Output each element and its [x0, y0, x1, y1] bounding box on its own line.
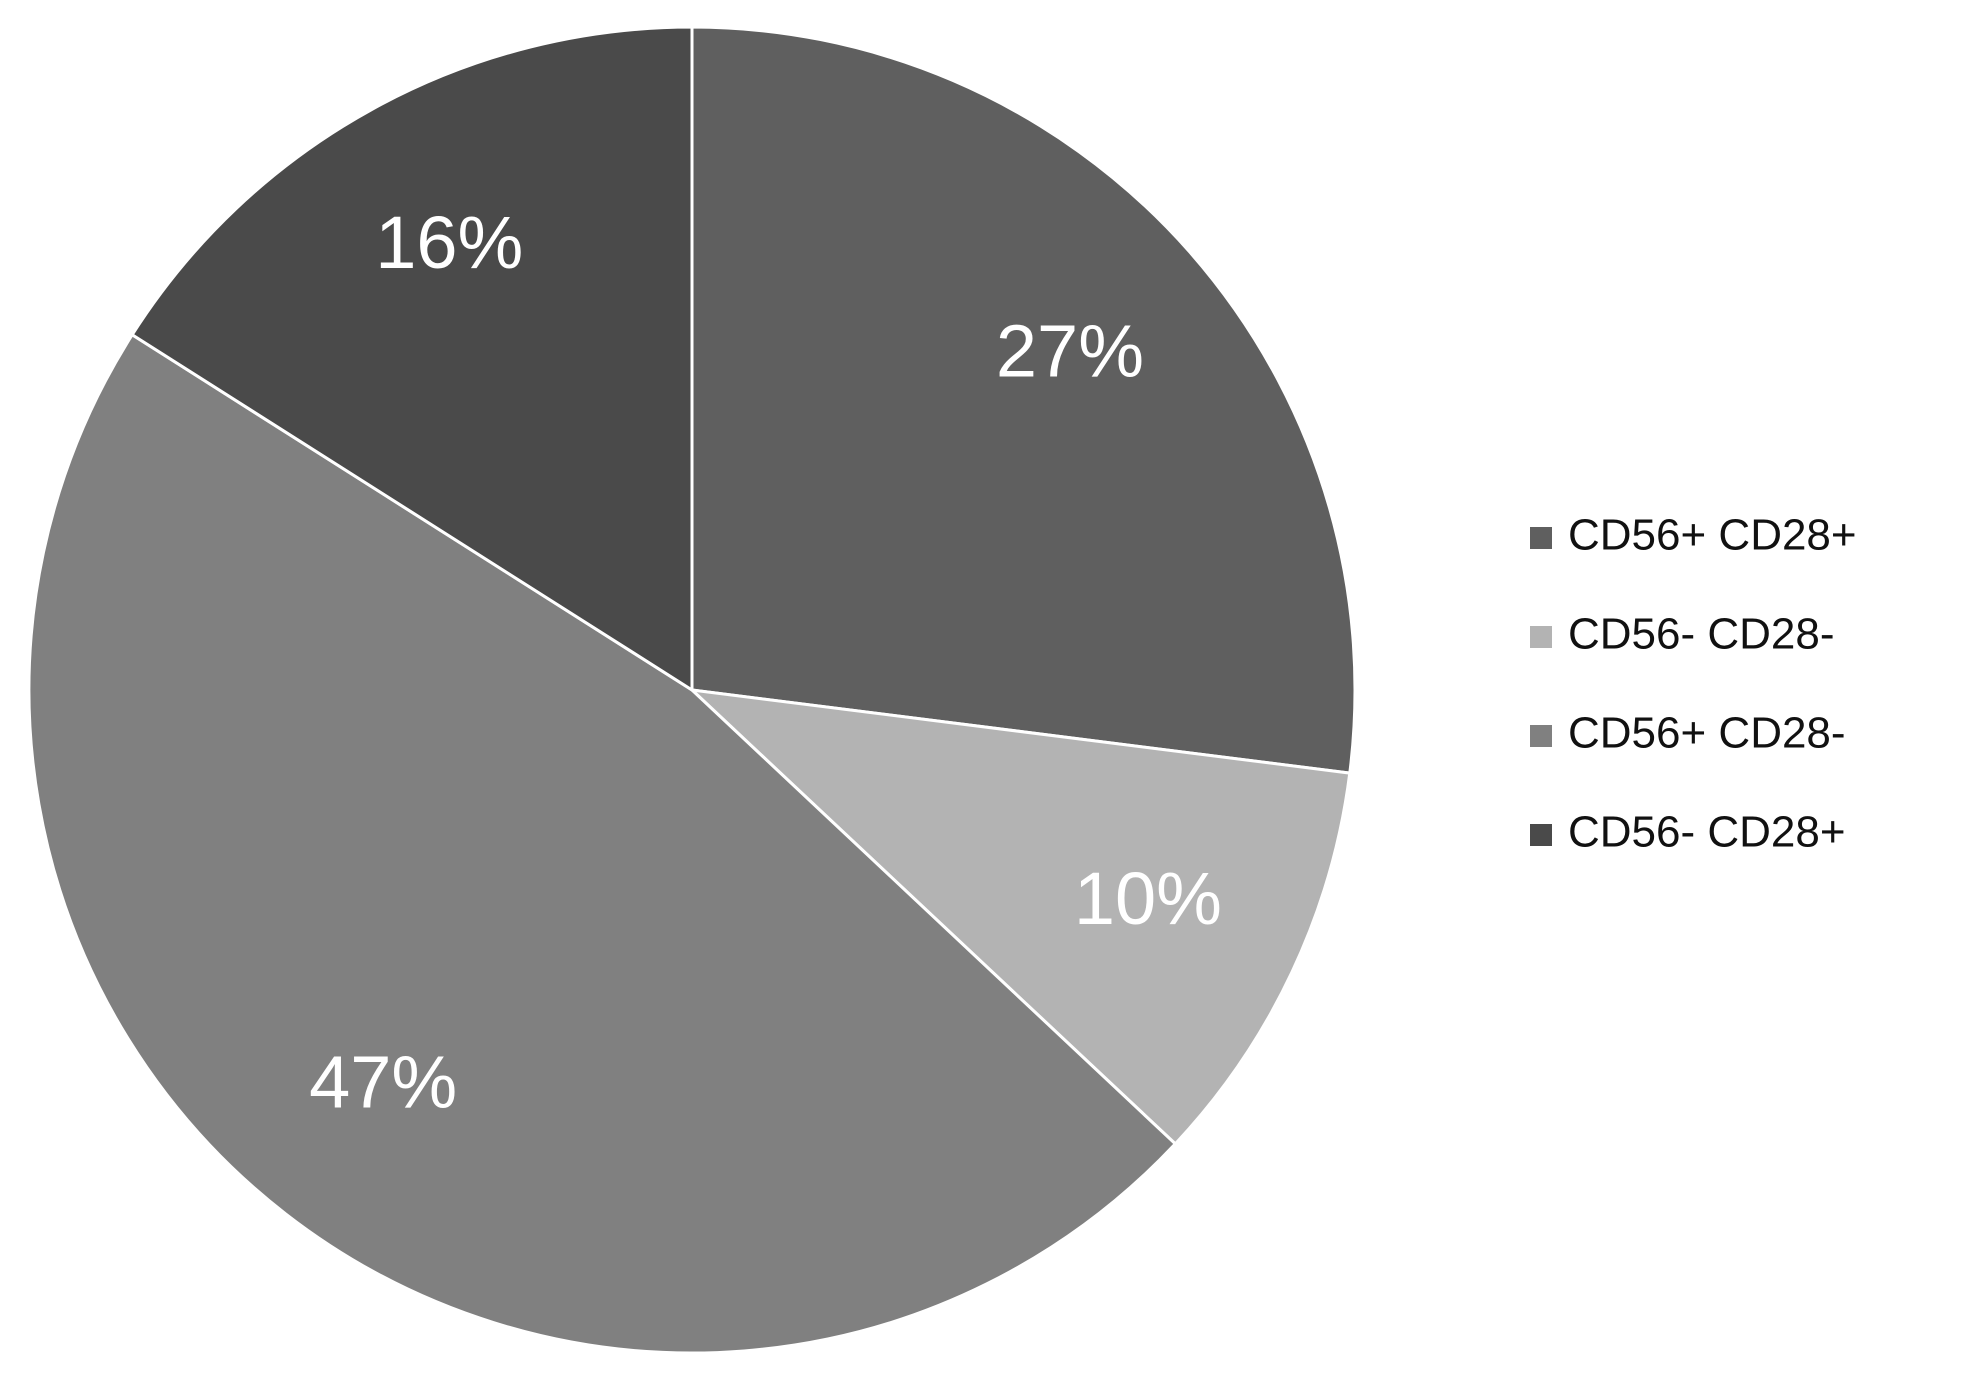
pie-slice [687, 687, 1352, 1146]
slice-label: 10% [1074, 857, 1222, 940]
pie-slice [27, 332, 1178, 1355]
slice-label: 16% [375, 201, 523, 284]
legend-swatch [1530, 626, 1552, 648]
legend-text: CD56+ CD28- [1568, 709, 1846, 758]
legend-text: CD56+ CD28+ [1568, 511, 1857, 560]
legend-text: CD56- CD28+ [1568, 808, 1846, 857]
pie-slice [130, 25, 694, 693]
slice-label: 27% [996, 309, 1144, 392]
legend-swatch [1530, 527, 1552, 549]
legend-swatch [1530, 725, 1552, 747]
slice-label: 47% [309, 1041, 457, 1124]
pie-slice [690, 25, 1357, 775]
legend-swatch [1530, 824, 1552, 846]
legend-text: CD56- CD28- [1568, 610, 1835, 659]
